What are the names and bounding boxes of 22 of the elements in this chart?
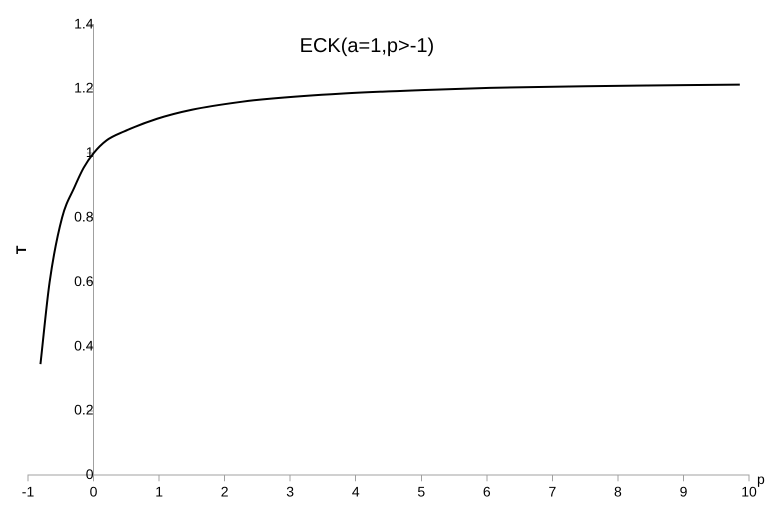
x-tick-label: 7 xyxy=(548,483,556,500)
y-tick-label: 1.2 xyxy=(74,80,94,96)
x-axis-title: p xyxy=(757,471,765,488)
y-tick-label: 0.2 xyxy=(74,402,94,418)
y-tick-label: 0.4 xyxy=(74,337,94,354)
x-tick-label: 6 xyxy=(482,483,491,500)
x-tick-label: 4 xyxy=(352,483,360,500)
line-series xyxy=(39,84,741,366)
x-tick-label: 9 xyxy=(680,483,688,500)
y-tick-label: 0 xyxy=(86,466,94,482)
x-tick-label: 3 xyxy=(286,483,294,500)
x-tick-label: 8 xyxy=(614,483,622,500)
x-tick-label: 2 xyxy=(220,483,229,500)
text: ECK(a=1,p>-1) xyxy=(300,34,434,57)
y-tick-label: 1.4 xyxy=(74,15,94,32)
x-tick-label: -1 xyxy=(22,483,34,500)
x-tick-label: 10 xyxy=(741,483,757,500)
x-tick-label: 5 xyxy=(417,483,426,500)
y-tick-label: 0.8 xyxy=(74,208,94,224)
y-axis-title: T xyxy=(12,245,29,254)
y-tick-label: 0.6 xyxy=(74,272,94,289)
x-tick-label: 1 xyxy=(155,483,164,500)
